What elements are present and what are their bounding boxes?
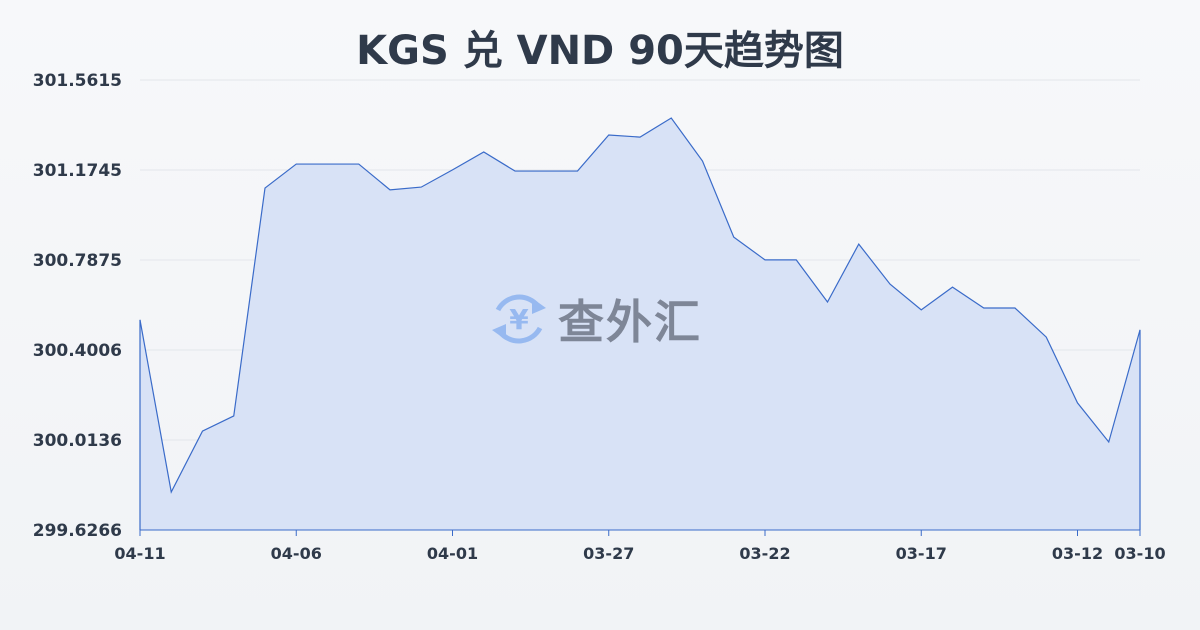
y-tick-label: 300.4006 <box>33 341 122 361</box>
svg-text:¥: ¥ <box>509 303 529 336</box>
x-tick-label: 04-01 <box>427 544 478 563</box>
chart-title: KGS 兑 VND 90天趋势图 <box>356 28 844 74</box>
yen-exchange-icon: ¥ <box>492 294 546 344</box>
x-tick-label: 04-06 <box>271 544 322 563</box>
x-tick-label: 03-22 <box>739 544 790 563</box>
watermark-text: 查外汇 <box>558 295 702 349</box>
area-fill <box>140 118 1140 531</box>
y-tick-label: 301.5615 <box>33 71 122 91</box>
y-tick-label: 301.1745 <box>33 161 122 181</box>
y-tick-label: 300.7875 <box>33 251 122 271</box>
y-tick-label: 300.0136 <box>33 431 122 451</box>
y-tick-label: 299.6266 <box>33 521 122 541</box>
x-tick-label: 04-11 <box>114 544 165 563</box>
x-tick-label: 03-27 <box>583 544 634 563</box>
watermark: ¥ 查外汇 <box>488 286 702 352</box>
x-tick-label: 03-12 <box>1052 544 1103 563</box>
x-tick-label: 03-17 <box>896 544 947 563</box>
x-tick-label: 03-10 <box>1114 544 1165 563</box>
